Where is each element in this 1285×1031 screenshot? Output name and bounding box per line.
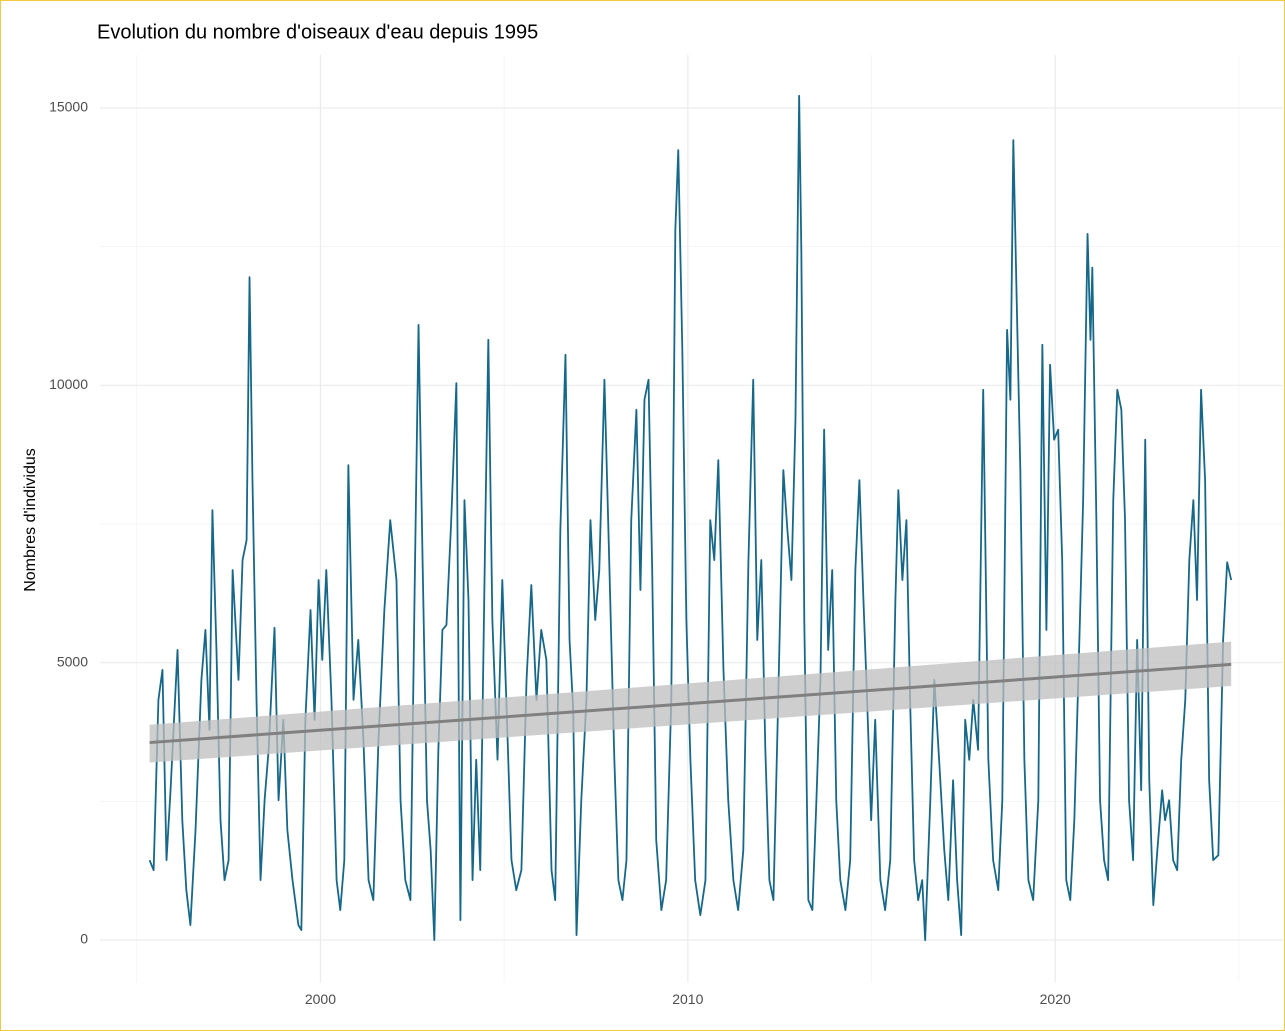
y-tick-label: 5000 [57, 653, 88, 669]
x-tick-label: 2010 [672, 991, 703, 1007]
y-axis-title: Nombres d'individus [22, 448, 39, 592]
chart-title: Evolution du nombre d'oiseaux d'eau depu… [97, 21, 538, 43]
trend-line [149, 662, 1232, 745]
grid [100, 54, 1283, 983]
y-tick-label: 10000 [49, 376, 88, 392]
y-tick-label: 15000 [49, 99, 88, 115]
y-tick-label: 0 [80, 931, 88, 947]
x-tick-label: 2000 [305, 991, 336, 1007]
marks [148, 94, 1233, 941]
x-tick-label: 2020 [1040, 991, 1071, 1007]
